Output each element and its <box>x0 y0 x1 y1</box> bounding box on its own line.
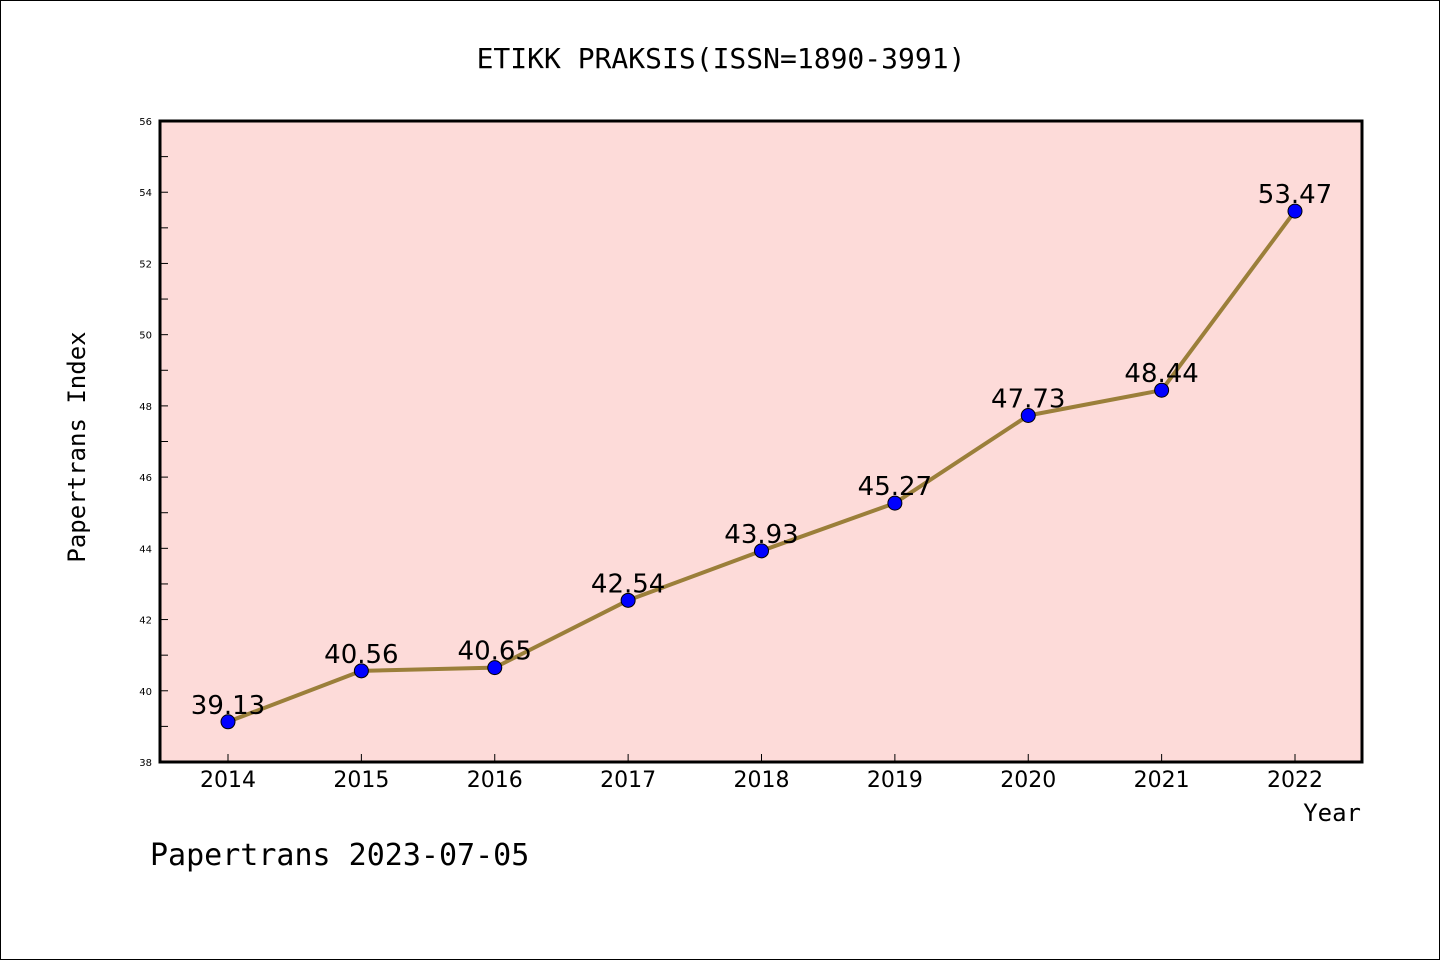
data-label: 48.44 <box>1124 359 1198 389</box>
x-tick-label: 2018 <box>734 768 790 793</box>
data-point <box>353 663 369 679</box>
x-tick-label: 2017 <box>600 768 656 793</box>
plot-area <box>158 119 1364 764</box>
footer-caption: Papertrans 2023-07-05 <box>150 838 529 873</box>
y-axis-label: Papertrans Index <box>63 331 91 562</box>
y-tick-label: 42 <box>139 616 152 627</box>
data-label: 45.27 <box>858 472 932 502</box>
series-layer <box>220 203 1303 730</box>
y-tick-label: 50 <box>139 331 152 342</box>
y-tick-label: 40 <box>139 687 152 698</box>
x-tick-label: 2015 <box>333 768 389 793</box>
data-point <box>1020 408 1036 424</box>
y-tick-label: 44 <box>139 544 152 555</box>
data-point <box>1154 382 1170 398</box>
data-point <box>220 714 236 730</box>
data-label: 43.93 <box>724 520 798 550</box>
x-tick-label: 2016 <box>467 768 523 793</box>
x-axis-ticks: 2014 2015 2016 2017 2018 2019 2020 2021 2022 <box>200 754 1323 793</box>
y-tick-label: 46 <box>139 473 152 484</box>
data-point <box>1287 203 1303 219</box>
y-tick-label: 38 <box>139 758 152 769</box>
x-tick-label: 2020 <box>1000 768 1056 793</box>
y-axis-ticks: 38 40 42 44 46 48 50 52 54 56 <box>139 117 168 769</box>
data-point <box>620 592 636 608</box>
x-axis-label: Year <box>1303 799 1361 827</box>
data-point <box>754 543 769 559</box>
data-label: 40.56 <box>324 640 398 670</box>
data-label: 39.13 <box>191 691 265 721</box>
y-tick-label: 56 <box>139 117 152 128</box>
data-labels: 39.13 40.56 40.65 42.54 43.93 45.27 47.73 48.44… <box>191 180 1332 721</box>
data-point <box>487 660 503 676</box>
x-tick-label: 2022 <box>1267 768 1323 793</box>
data-label: 53.47 <box>1258 180 1332 210</box>
x-tick-label: 2019 <box>867 768 923 793</box>
data-label: 42.54 <box>591 569 665 599</box>
y-tick-label: 54 <box>139 188 152 199</box>
chart-title: ETIKK PRAKSIS(ISSN=1890-3991) <box>477 42 966 75</box>
data-label: 40.65 <box>458 637 532 667</box>
x-tick-label: 2014 <box>200 768 256 793</box>
y-tick-label: 52 <box>139 259 152 270</box>
y-tick-label: 48 <box>139 402 152 413</box>
x-tick-label: 2021 <box>1134 768 1190 793</box>
data-label: 47.73 <box>991 385 1065 415</box>
data-point <box>887 495 903 511</box>
